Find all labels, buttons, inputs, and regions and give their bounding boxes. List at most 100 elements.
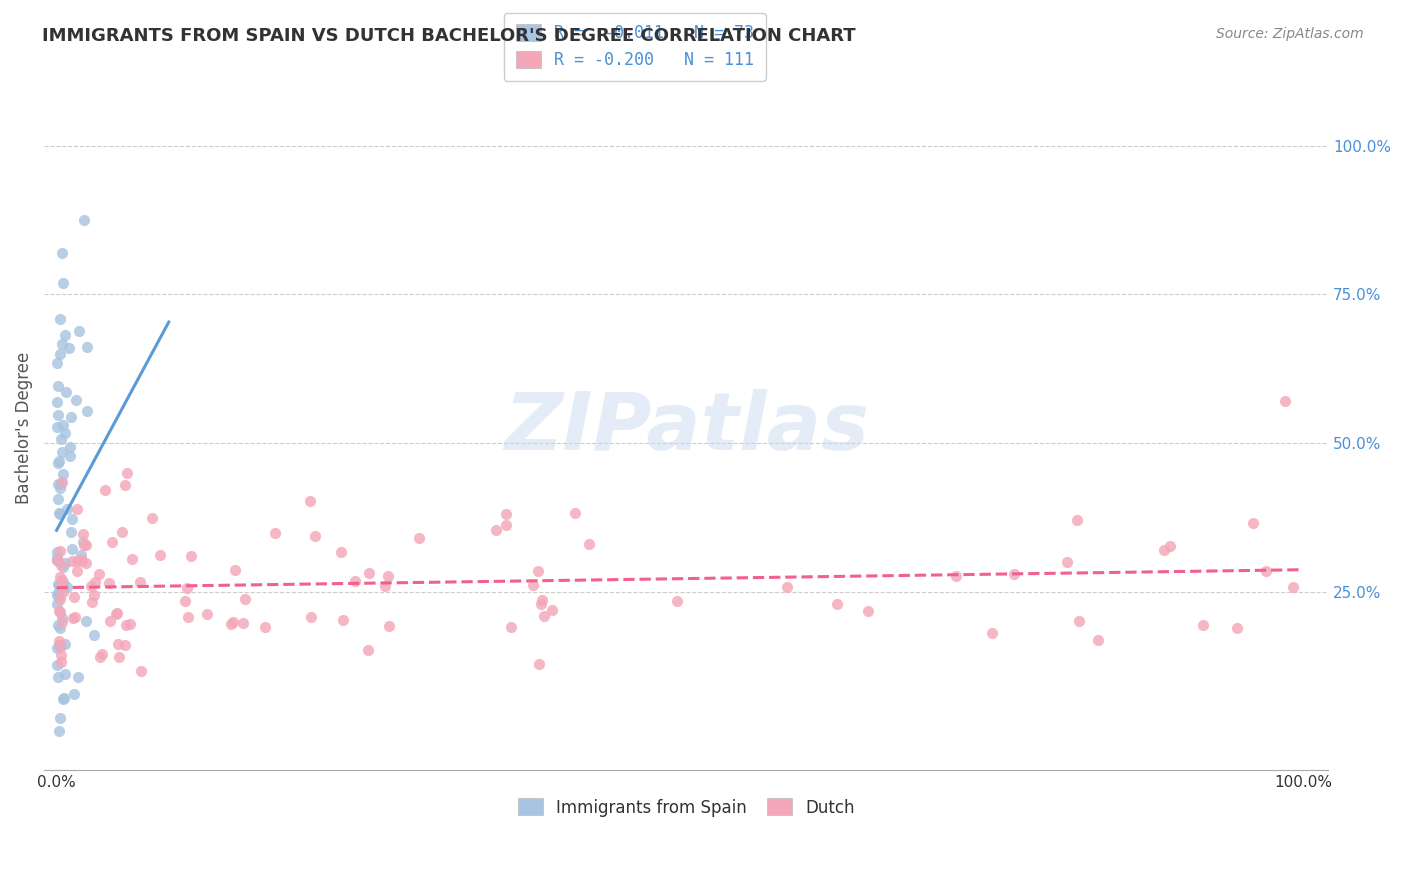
- Point: [131, 664, 153, 678]
- Point: [945, 568, 967, 582]
- Point: [232, 615, 254, 630]
- Point: [495, 517, 517, 532]
- Point: [495, 507, 517, 521]
- Point: [564, 506, 586, 520]
- Point: [49, 570, 72, 584]
- Point: [374, 579, 396, 593]
- Point: [59, 449, 82, 463]
- Point: [1159, 539, 1181, 553]
- Point: [55, 385, 77, 400]
- Point: [174, 594, 197, 608]
- Point: [46, 553, 69, 567]
- Point: [51, 578, 73, 592]
- Point: [62, 611, 84, 625]
- Point: [51, 558, 73, 572]
- Point: [65, 610, 87, 624]
- Point: [49, 640, 72, 655]
- Point: [177, 610, 200, 624]
- Point: [141, 511, 163, 525]
- Point: [66, 670, 89, 684]
- Point: [263, 526, 285, 541]
- Point: [59, 525, 82, 540]
- Point: [48, 604, 70, 618]
- Point: [60, 512, 83, 526]
- Point: [53, 556, 76, 570]
- Point: [299, 610, 322, 624]
- Point: [51, 574, 73, 589]
- Point: [46, 617, 69, 632]
- Point: [49, 432, 72, 446]
- Point: [1192, 617, 1215, 632]
- Text: Source: ZipAtlas.com: Source: ZipAtlas.com: [1216, 27, 1364, 41]
- Point: [51, 615, 73, 629]
- Point: [107, 638, 129, 652]
- Point: [253, 620, 276, 634]
- Point: [118, 616, 141, 631]
- Point: [80, 579, 103, 593]
- Point: [578, 537, 600, 551]
- Point: [46, 588, 69, 602]
- Point: [224, 563, 246, 577]
- Point: [128, 574, 150, 589]
- Point: [101, 535, 124, 549]
- Point: [856, 604, 879, 618]
- Point: [527, 564, 550, 578]
- Point: [378, 619, 401, 633]
- Point: [94, 483, 117, 498]
- Point: [48, 639, 70, 653]
- Point: [48, 586, 70, 600]
- Point: [91, 648, 114, 662]
- Point: [51, 445, 73, 459]
- Point: [75, 614, 97, 628]
- Point: [499, 619, 522, 633]
- Point: [72, 535, 94, 549]
- Point: [114, 618, 136, 632]
- Point: [825, 597, 848, 611]
- Point: [46, 658, 69, 673]
- Point: [49, 591, 72, 606]
- Point: [980, 626, 1002, 640]
- Point: [82, 595, 104, 609]
- Point: [53, 425, 76, 440]
- Point: [180, 549, 202, 563]
- Point: [1282, 580, 1305, 594]
- Point: [49, 507, 72, 521]
- Point: [53, 327, 76, 342]
- Point: [49, 476, 72, 491]
- Point: [48, 347, 70, 361]
- Point: [46, 379, 69, 393]
- Text: IMMIGRANTS FROM SPAIN VS DUTCH BACHELOR'S DEGREE CORRELATION CHART: IMMIGRANTS FROM SPAIN VS DUTCH BACHELOR'…: [42, 27, 856, 45]
- Point: [107, 606, 129, 620]
- Point: [56, 502, 79, 516]
- Point: [330, 545, 353, 559]
- Point: [46, 554, 69, 568]
- Point: [51, 475, 73, 489]
- Point: [76, 340, 98, 354]
- Point: [533, 608, 555, 623]
- Point: [299, 493, 322, 508]
- Point: [70, 554, 93, 568]
- Point: [1002, 566, 1025, 581]
- Point: [219, 617, 242, 632]
- Point: [1241, 516, 1264, 530]
- Point: [304, 529, 326, 543]
- Point: [52, 585, 75, 599]
- Point: [67, 325, 90, 339]
- Point: [83, 574, 105, 589]
- Point: [49, 544, 72, 558]
- Point: [49, 711, 72, 725]
- Point: [45, 419, 67, 434]
- Point: [48, 591, 70, 605]
- Point: [48, 506, 70, 520]
- Point: [66, 564, 89, 578]
- Point: [48, 579, 70, 593]
- Point: [1274, 394, 1296, 409]
- Point: [52, 276, 75, 290]
- Point: [76, 404, 98, 418]
- Point: [53, 691, 76, 706]
- Point: [46, 395, 69, 409]
- Point: [195, 607, 218, 621]
- Point: [108, 650, 131, 665]
- Point: [48, 312, 70, 326]
- Point: [530, 593, 553, 607]
